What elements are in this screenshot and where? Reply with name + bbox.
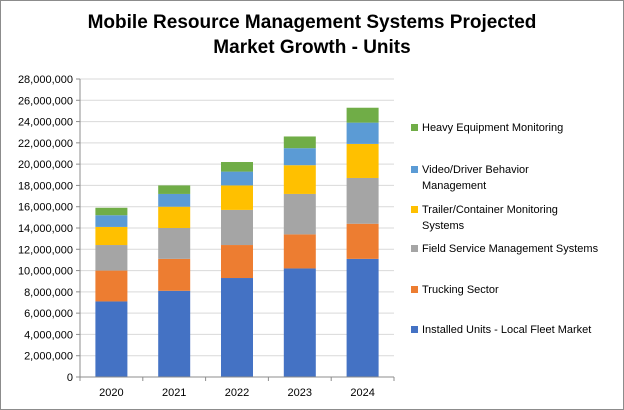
legend-label: Trucking Sector	[422, 284, 499, 296]
x-tick-label: 2023	[288, 387, 312, 399]
y-tick-label: 24,000,000	[18, 117, 73, 129]
x-axis: 2020 2021 2022 2023 2024	[79, 376, 395, 399]
legend: Heavy Equipment Monitoring Video/Driver B…	[411, 122, 599, 336]
legend-label: Trailer/Container Monitoring	[422, 204, 558, 216]
y-tick-label: 4,000,000	[24, 329, 73, 341]
bar-segment	[95, 270, 128, 302]
x-tick-label: 2022	[225, 387, 249, 399]
x-tick-label: 2020	[99, 387, 123, 399]
y-tick-label: 8,000,000	[24, 287, 73, 299]
bars	[95, 107, 379, 377]
y-tick-label: 18,000,000	[18, 180, 73, 192]
y-tick-label: 16,000,000	[18, 202, 73, 214]
bar-segment	[95, 215, 128, 227]
bar-segment	[283, 136, 316, 149]
bar-segment	[346, 107, 379, 123]
legend-swatch	[411, 286, 418, 293]
bar-segment	[221, 278, 253, 377]
legend-swatch	[411, 326, 418, 333]
bar-segment	[158, 185, 191, 194]
bar-segment	[283, 193, 316, 235]
bar-segment	[158, 193, 191, 207]
bar-segment	[158, 228, 191, 259]
bar-segment	[95, 301, 128, 377]
bar-segment	[346, 122, 379, 144]
bar-segment	[346, 143, 379, 178]
bar-segment	[283, 268, 316, 377]
legend-swatch	[411, 124, 418, 131]
bar-segment	[158, 206, 191, 228]
bar-segment	[158, 290, 191, 377]
y-tick-label: 14,000,000	[18, 223, 73, 235]
y-tick-label: 12,000,000	[18, 244, 73, 256]
bar-segment	[221, 171, 253, 186]
y-tick-label: 0	[67, 372, 73, 384]
bar-segment	[346, 177, 379, 224]
legend-label: Management	[422, 180, 486, 192]
bar-segment	[221, 185, 253, 210]
legend-swatch	[411, 206, 418, 213]
bar-segment	[95, 226, 128, 246]
bar-segment	[346, 223, 379, 259]
bar-segment	[221, 209, 253, 246]
legend-label: Video/Driver Behavior	[422, 164, 529, 176]
chart-title: Mobile Resource Management Systems Proje…	[87, 12, 537, 58]
bar-segment	[158, 258, 191, 291]
y-tick-label: 22,000,000	[18, 138, 73, 150]
legend-swatch	[411, 166, 418, 173]
bar-segment	[346, 258, 379, 377]
y-tick-label: 28,000,000	[18, 74, 73, 86]
legend-swatch	[411, 245, 418, 252]
legend-label: Installed Units - Local Fleet Market	[422, 324, 591, 336]
legend-label: Field Service Management Systems	[422, 243, 599, 255]
bar-segment	[221, 245, 253, 279]
y-tick-label: 20,000,000	[18, 159, 73, 171]
bar-segment	[283, 148, 316, 166]
legend-label: Heavy Equipment Monitoring	[422, 122, 563, 134]
x-tick-label: 2024	[350, 387, 374, 399]
bar-segment	[95, 245, 128, 271]
y-tick-label: 2,000,000	[24, 351, 73, 363]
bar-segment	[95, 207, 128, 216]
x-tick-label: 2021	[162, 387, 186, 399]
bar-segment	[283, 234, 316, 269]
y-tick-label: 10,000,000	[18, 266, 73, 278]
y-tick-label: 6,000,000	[24, 308, 73, 320]
y-tick-label: 26,000,000	[18, 95, 73, 107]
y-axis: 0 2,000,000 4,000,000 6,000,000 8,000,000 10,…	[18, 74, 81, 384]
legend-label: Systems	[422, 220, 465, 232]
bar-segment	[221, 162, 253, 172]
bar-segment	[283, 165, 316, 194]
